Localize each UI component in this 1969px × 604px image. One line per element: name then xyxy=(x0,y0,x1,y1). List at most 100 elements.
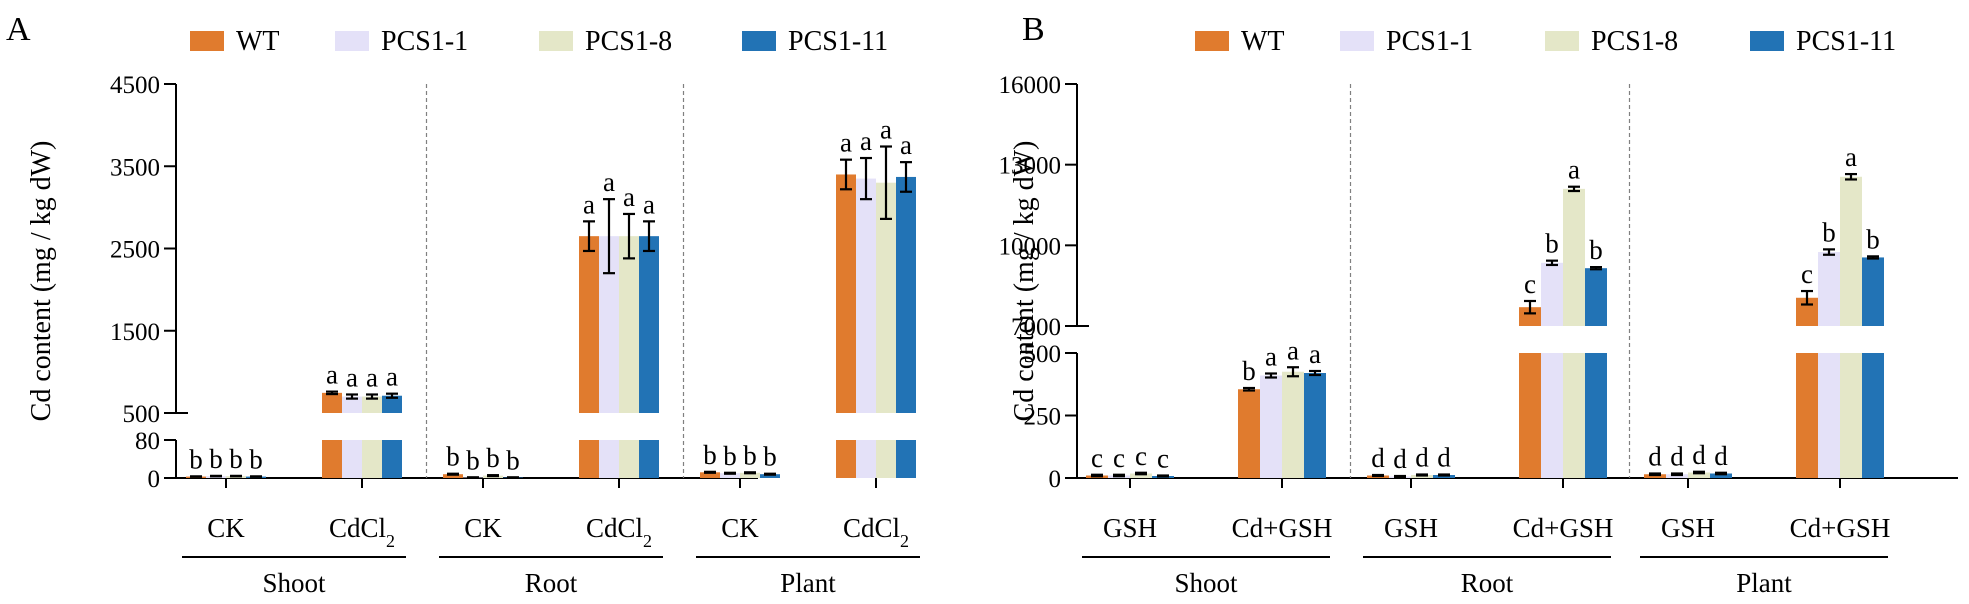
bar xyxy=(1563,188,1585,326)
y-tick-label: 2500 xyxy=(110,237,160,264)
legend-swatch xyxy=(335,31,369,51)
bar xyxy=(579,440,599,478)
significance-letter: d xyxy=(1670,442,1684,472)
significance-letter: a xyxy=(1568,155,1580,185)
significance-letter: b xyxy=(209,444,223,474)
bar xyxy=(720,473,740,478)
significance-letter: a xyxy=(623,182,635,212)
significance-letter: a xyxy=(366,362,378,392)
y-tick-label: 500 xyxy=(1024,341,1062,368)
x-tick-label: CK xyxy=(207,513,245,543)
bar xyxy=(836,440,856,478)
bar xyxy=(1862,353,1884,478)
significance-letter: c xyxy=(1135,441,1147,471)
bar xyxy=(760,474,780,478)
significance-letter: d xyxy=(1692,440,1706,470)
bar xyxy=(1519,353,1541,478)
bar xyxy=(443,474,463,478)
x-tick-label: CdCl2 xyxy=(586,513,652,551)
significance-letter: c xyxy=(1524,269,1536,299)
y-tick-label: 0 xyxy=(148,466,161,493)
bar xyxy=(1304,373,1326,478)
bar xyxy=(1840,176,1862,326)
bar xyxy=(579,236,599,413)
significance-letter: b xyxy=(229,444,243,474)
bar xyxy=(1585,353,1607,478)
bar xyxy=(740,472,760,478)
significance-letter: b xyxy=(506,445,520,475)
bar xyxy=(342,396,362,413)
bar xyxy=(1818,353,1840,478)
significance-letter: b xyxy=(1242,356,1256,386)
y-tick-label: 16000 xyxy=(999,72,1062,99)
legend-label: PCS1-1 xyxy=(381,26,468,57)
bar xyxy=(322,392,342,413)
bar xyxy=(639,236,659,413)
bar xyxy=(1130,473,1152,478)
significance-letter: a xyxy=(1287,335,1299,365)
legend-swatch xyxy=(1195,31,1229,51)
legend-label: WT xyxy=(1241,26,1285,57)
legend-swatch xyxy=(1750,31,1784,51)
x-tick-label: CK xyxy=(721,513,759,543)
x-tick-label: GSH xyxy=(1661,513,1715,543)
panel-letter: B xyxy=(1022,11,1045,48)
significance-letter: b xyxy=(703,440,717,470)
legend-label: WT xyxy=(236,26,280,57)
group-label: Plant xyxy=(780,568,836,598)
significance-letter: a xyxy=(1265,342,1277,372)
x-tick-label: Cd+GSH xyxy=(1513,513,1614,543)
legend-label: PCS1-8 xyxy=(585,26,672,57)
bar xyxy=(382,395,402,413)
significance-letter: a xyxy=(326,360,338,390)
significance-letter: a xyxy=(1309,339,1321,369)
significance-letter: a xyxy=(900,130,912,160)
legend-swatch xyxy=(190,31,224,51)
significance-letter: b xyxy=(763,442,777,472)
bar xyxy=(1541,353,1563,478)
significance-letter: a xyxy=(1845,142,1857,172)
bar xyxy=(876,440,896,478)
legend-label: PCS1-8 xyxy=(1591,26,1678,57)
bar xyxy=(836,174,856,413)
bar xyxy=(639,440,659,478)
y-tick-label: 13000 xyxy=(999,153,1062,180)
subscript: 2 xyxy=(900,531,909,551)
y-tick-label: 4500 xyxy=(110,72,160,99)
group-label: Shoot xyxy=(262,568,326,598)
bar xyxy=(700,472,720,478)
x-tick-label: CK xyxy=(464,513,502,543)
bar xyxy=(1585,268,1607,326)
significance-letter: d xyxy=(1393,444,1407,474)
bar xyxy=(1563,353,1585,478)
significance-letter: a xyxy=(840,128,852,158)
group-label: Shoot xyxy=(1174,568,1238,598)
group-label: Root xyxy=(1461,568,1514,598)
y-axis-label: Cd content (mg / kg dW) xyxy=(1009,141,1040,422)
legend-swatch xyxy=(539,31,573,51)
significance-letter: b xyxy=(249,444,263,474)
legend-label: PCS1-1 xyxy=(1386,26,1473,57)
bar xyxy=(1541,262,1563,326)
y-tick-label: 80 xyxy=(135,428,160,455)
y-tick-label: 0 xyxy=(1049,466,1062,493)
significance-letter: d xyxy=(1371,443,1385,473)
y-axis-label: Cd content (mg / kg dW) xyxy=(26,141,57,422)
bar xyxy=(1818,252,1840,326)
x-tick-label: GSH xyxy=(1103,513,1157,543)
significance-letter: c xyxy=(1091,443,1103,473)
y-tick-label: 7000 xyxy=(1011,314,1061,341)
significance-letter: a xyxy=(880,115,892,145)
x-tick-label: Cd+GSH xyxy=(1790,513,1891,543)
bar xyxy=(1796,353,1818,478)
significance-letter: b xyxy=(1822,217,1836,247)
legend-swatch xyxy=(1545,31,1579,51)
significance-letter: b xyxy=(1545,229,1559,259)
panel-letter: A xyxy=(6,11,31,48)
bar xyxy=(856,440,876,478)
x-tick-label: CdCl2 xyxy=(843,513,909,551)
bar xyxy=(342,440,362,478)
x-tick-label: Cd+GSH xyxy=(1232,513,1333,543)
bar xyxy=(896,176,916,413)
y-tick-label: 1500 xyxy=(110,319,160,346)
